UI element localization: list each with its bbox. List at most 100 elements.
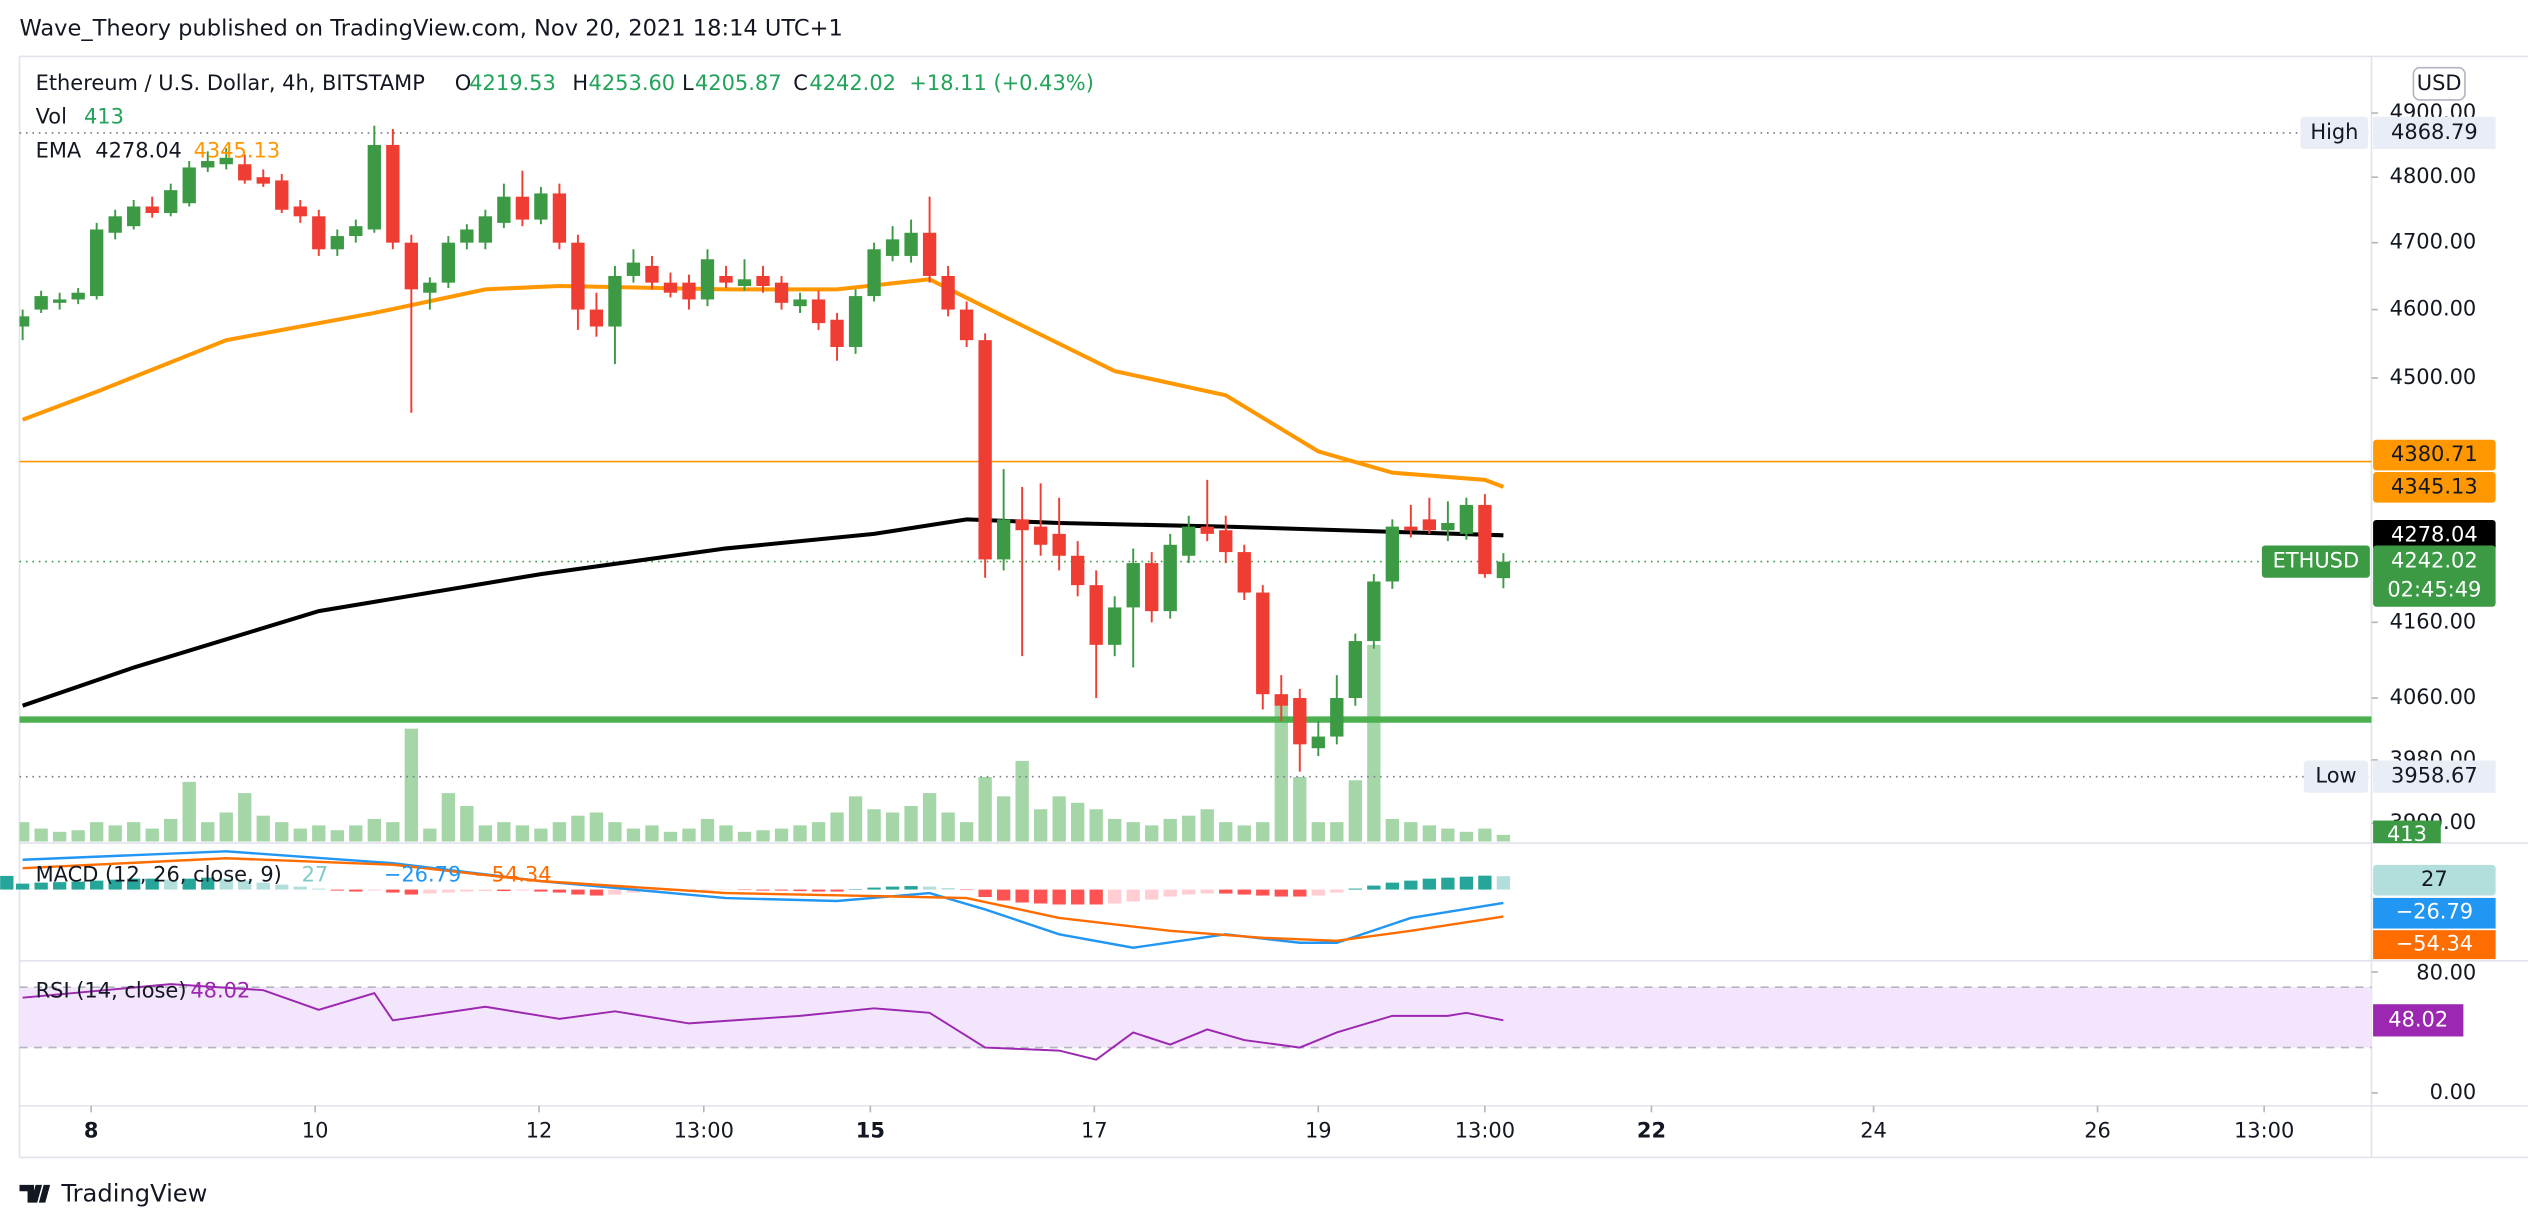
volume-title: Vol [36,105,67,129]
macd-histogram-bar [201,877,215,890]
volume-bar [1256,822,1270,842]
candle-body [1478,504,1492,575]
ema-value: 4345.13 [194,139,281,163]
signal-line-label: −54.34 [2396,932,2473,956]
high-value: 4868.79 [2391,120,2478,144]
brand-logo [19,1184,51,1203]
macd-histogram-bar [367,889,381,891]
macd-histogram-bar [312,888,326,890]
candle-body [1496,561,1511,579]
macd-title: MACD (12, 26, close, 9) [36,862,282,886]
main-pane [19,125,2372,842]
volume-bar [830,812,844,842]
candle-body [1441,522,1455,531]
candle-body [367,144,381,230]
candle-body [1422,519,1437,531]
volume-bar [793,825,807,842]
candle-body [275,180,289,210]
candle-body [52,299,67,303]
volume-box-label: 413 [2387,822,2427,846]
candle-body [774,282,789,303]
candle-body [293,206,307,217]
high-value-box [2373,116,2496,150]
macd-histogram-bar [811,889,826,892]
volume-bar [367,818,381,842]
candle-body [737,279,752,286]
change: +18.11 (+0.43%) [909,71,1094,95]
candle-body [238,164,252,181]
macd-histogram-bar [330,889,344,891]
macd-histogram-bar [404,889,418,895]
candle-body [885,239,900,256]
macd-histogram-bar [1478,875,1492,890]
x-tick-label: 12 [526,1119,553,1143]
volume-bar [478,825,493,842]
macd-histogram-bar [52,882,67,890]
macd-hist-box [2373,864,2496,896]
candle-body [460,229,474,243]
candle-body [330,236,344,250]
currency-button-box[interactable] [2412,66,2466,101]
candle-body [34,296,48,310]
volume-bar [1145,825,1159,842]
y-tick-label: 4600.00 [2390,297,2477,321]
macd-histogram-bar [1422,878,1437,890]
candle-body [1348,641,1362,699]
candle-body [959,309,974,341]
currency-button[interactable]: USD [2412,66,2466,101]
x-tick-label: 19 [1305,1119,1332,1143]
volume-bar [1385,818,1399,842]
candle-body [904,232,918,256]
macd-histogram-bar [1015,889,1029,903]
candle-body [1330,698,1344,737]
candle-body [608,275,622,327]
macd-histogram-bar [1496,876,1511,890]
rsi-box-label: 48.02 [2388,1007,2448,1031]
macd-histogram-bar [1071,889,1085,905]
candle-body [756,275,770,286]
volume-bar [1478,828,1492,842]
volume-bar [941,812,955,842]
low-tag-box [2303,760,2369,793]
volume-bar [312,825,326,842]
volume-bar [904,806,918,842]
volume-bar [145,828,159,842]
candle-body [349,226,363,237]
macd-histogram-bar [90,880,104,890]
macd-histogram-bar [867,887,881,890]
macd-histogram-bar [71,881,85,890]
ema-line [21,277,1505,489]
volume-bar [552,822,567,842]
volume-bar [90,822,104,842]
macd-histogram-bar [793,889,807,892]
candle-body [108,216,122,233]
candle-body [19,316,30,327]
volume-bar [996,796,1011,842]
currency-label[interactable]: USD [2417,71,2462,95]
volume-bar [182,781,196,842]
volume-bar [1126,822,1140,842]
candle-body [1256,592,1270,695]
volume-bar [774,828,789,842]
candle-body [1274,694,1288,706]
macd-histogram-bar [571,889,585,895]
macd-histogram-bar [774,889,789,891]
ohlc-value: 4242.02 [809,71,896,95]
macd-histogram-bar [978,889,992,898]
ohlc-key: C [793,71,808,95]
volume-bar [1089,809,1103,842]
volume-bar [1330,822,1344,842]
ohlc-value: 4253.60 [589,71,676,95]
volume-bar [1404,822,1418,842]
macd-histogram-bar [1311,889,1325,896]
symbol-tag-box [2261,545,2370,578]
rsi-box [2373,1004,2464,1037]
macd-histogram-bar [1163,889,1177,897]
macd-histogram-bar [756,889,770,891]
macd-histogram-bar [996,889,1011,901]
volume-bar [1311,822,1325,842]
candle-body [182,167,196,204]
macd-histogram-bar [552,889,567,893]
volume-bar [682,828,696,842]
